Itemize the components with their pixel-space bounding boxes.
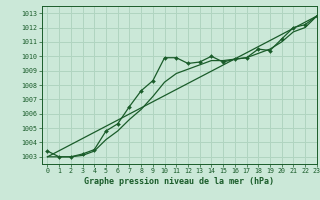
X-axis label: Graphe pression niveau de la mer (hPa): Graphe pression niveau de la mer (hPa) [84,177,274,186]
